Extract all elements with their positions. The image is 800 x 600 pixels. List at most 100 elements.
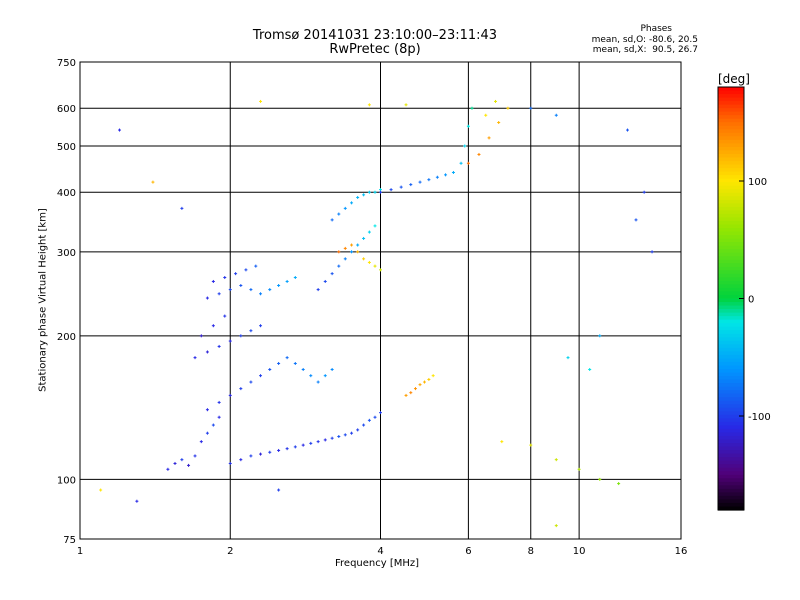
colorbar-segment: [718, 478, 744, 483]
colorbar-segment: [718, 457, 744, 462]
colorbar-segment: [718, 139, 744, 144]
x-tick-label: 1: [77, 546, 83, 557]
phases-o-stats: mean, sd,O: -80.6, 20.5: [591, 35, 698, 45]
data-point: [362, 257, 366, 261]
data-point: [223, 314, 227, 318]
colorbar-segment: [718, 143, 744, 148]
colorbar-segment: [718, 277, 744, 282]
colorbar-segment: [718, 372, 744, 377]
data-point: [459, 161, 463, 165]
data-point: [228, 461, 232, 465]
colorbar-segment: [718, 118, 744, 123]
data-point: [598, 334, 602, 338]
colorbar-tick-label: -100: [748, 412, 771, 423]
colorbar-segment: [718, 231, 744, 236]
data-point: [330, 272, 334, 276]
data-point: [205, 431, 209, 435]
data-point: [379, 190, 382, 194]
data-point: [199, 440, 203, 444]
data-point: [343, 246, 347, 250]
data-point: [356, 250, 360, 254]
data-point: [293, 361, 297, 365]
data-point: [367, 103, 371, 107]
data-point: [211, 324, 215, 328]
colorbar-segment: [718, 428, 744, 434]
data-point: [223, 276, 227, 280]
data-point: [309, 374, 313, 378]
colorbar-segment: [718, 206, 744, 211]
colorbar-segment: [718, 376, 744, 381]
data-point: [217, 400, 221, 404]
colorbar-segment: [718, 168, 744, 173]
colorbar-segment: [718, 439, 744, 444]
colorbar-segment: [718, 450, 744, 455]
data-point: [199, 334, 203, 338]
data-point: [277, 361, 281, 365]
colorbar-segment: [718, 347, 744, 352]
colorbar-segment: [718, 443, 744, 448]
data-point: [249, 288, 253, 292]
data-points: [99, 99, 654, 528]
colorbar-segment: [718, 495, 744, 501]
data-point: [362, 236, 366, 240]
colorbar-segment: [718, 294, 744, 300]
data-point: [323, 374, 327, 378]
colorbar-segment: [718, 157, 744, 162]
colorbar-segment: [718, 492, 744, 497]
data-point: [151, 180, 155, 184]
data-point: [268, 450, 272, 454]
data-point: [259, 374, 263, 378]
colorbar-segment: [718, 210, 744, 215]
colorbar-segment: [718, 192, 744, 197]
data-point: [301, 443, 305, 447]
colorbar-segment: [718, 115, 744, 120]
data-point: [350, 201, 354, 205]
colorbar-segment: [718, 365, 744, 370]
data-point: [431, 374, 435, 378]
x-axis-label: Frequency [MHz]: [335, 558, 420, 569]
data-point: [180, 458, 184, 462]
colorbar-segment: [718, 111, 744, 116]
data-point: [418, 180, 422, 184]
colorbar-segment: [718, 203, 744, 208]
data-point: [316, 440, 320, 444]
data-point: [477, 152, 481, 156]
colorbar-segment: [718, 284, 744, 289]
colorbar-segment: [718, 291, 744, 296]
data-point: [418, 383, 422, 387]
colorbar-segment: [718, 316, 744, 321]
data-point: [285, 447, 289, 451]
colorbar-segment: [718, 87, 744, 92]
data-point: [234, 272, 238, 276]
colorbar-segment: [718, 220, 744, 226]
data-point: [343, 433, 347, 437]
data-point: [404, 103, 408, 107]
colorbar-segment: [718, 242, 744, 247]
data-point: [217, 292, 221, 296]
colorbar-segment: [718, 238, 744, 243]
colorbar-segment: [718, 333, 744, 338]
colorbar-segment: [718, 146, 744, 152]
data-point: [379, 268, 382, 272]
data-point: [529, 106, 533, 110]
data-point: [301, 367, 305, 371]
phases-heading: Phases: [640, 24, 672, 34]
y-axis-label: Stationary phase Virtual Height [km]: [37, 208, 49, 392]
data-point: [422, 380, 426, 384]
data-point: [249, 329, 253, 333]
data-point: [413, 387, 417, 391]
colorbar-segment: [718, 330, 744, 335]
colorbar-segment: [718, 97, 744, 102]
data-point: [239, 334, 243, 338]
colorbar-segment: [718, 397, 744, 402]
data-point: [529, 443, 533, 447]
data-point: [356, 243, 360, 247]
colorbar-segment: [718, 309, 744, 314]
colorbar-segment: [718, 287, 744, 293]
data-point: [409, 183, 413, 187]
colorbar-segment: [718, 235, 744, 240]
x-tick-label: 8: [528, 546, 534, 557]
colorbar-segment: [718, 280, 744, 285]
data-point: [259, 452, 263, 456]
